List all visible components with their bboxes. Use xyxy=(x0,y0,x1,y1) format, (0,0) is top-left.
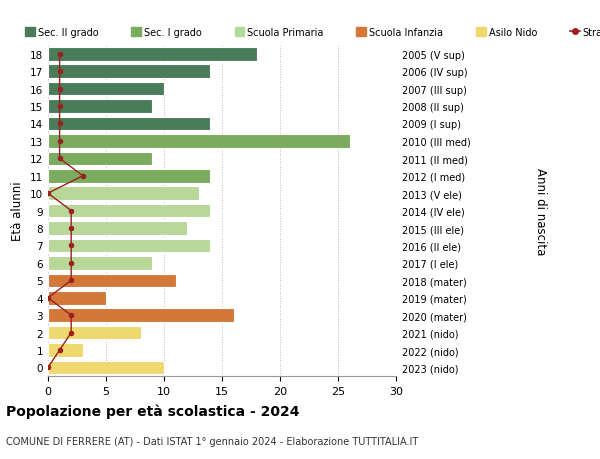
Bar xyxy=(48,48,257,62)
Bar xyxy=(48,65,211,79)
Bar xyxy=(48,343,83,357)
Bar xyxy=(48,83,164,96)
Bar xyxy=(48,152,152,166)
Bar xyxy=(48,309,233,322)
Bar xyxy=(48,187,199,201)
Bar xyxy=(48,361,164,375)
Bar xyxy=(48,100,152,113)
Bar xyxy=(48,326,141,340)
Y-axis label: Età alunni: Età alunni xyxy=(11,181,25,241)
Bar xyxy=(48,274,176,287)
Bar xyxy=(48,257,152,270)
Bar xyxy=(48,291,106,305)
Bar xyxy=(48,239,211,253)
Bar xyxy=(48,169,211,183)
Y-axis label: Anni di nascita: Anni di nascita xyxy=(533,168,547,255)
Text: COMUNE DI FERRERE (AT) - Dati ISTAT 1° gennaio 2024 - Elaborazione TUTTITALIA.IT: COMUNE DI FERRERE (AT) - Dati ISTAT 1° g… xyxy=(6,436,418,446)
Legend: Sec. II grado, Sec. I grado, Scuola Primaria, Scuola Infanzia, Asilo Nido, Stran: Sec. II grado, Sec. I grado, Scuola Prim… xyxy=(25,28,600,38)
Bar xyxy=(48,204,211,218)
Bar xyxy=(48,135,350,148)
Bar xyxy=(48,222,187,235)
Text: Popolazione per età scolastica - 2024: Popolazione per età scolastica - 2024 xyxy=(6,404,299,419)
Bar xyxy=(48,118,211,131)
